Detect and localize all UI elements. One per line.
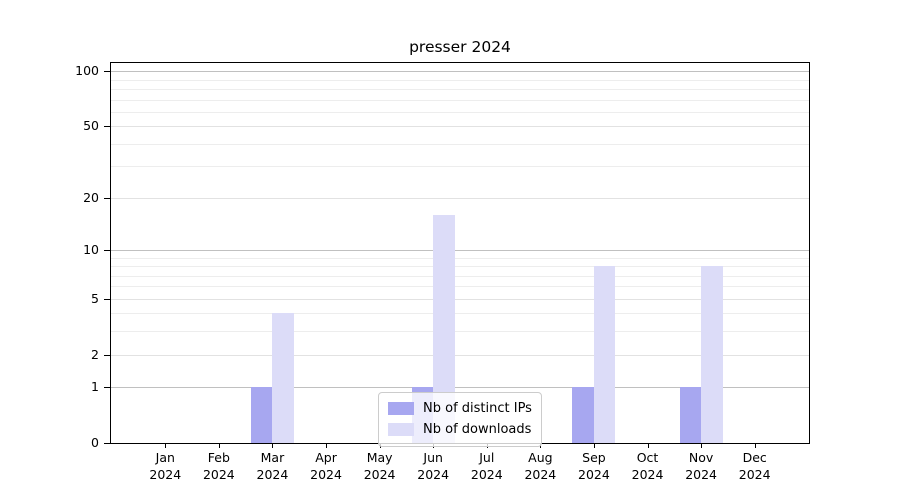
gridline-major: [111, 249, 809, 251]
y-tick-label: 20: [83, 189, 99, 205]
gridline-minor: [111, 286, 809, 288]
x-tick-mark: [218, 443, 220, 448]
y-tick-mark: [104, 249, 110, 251]
x-tick-label: Aug 2024: [524, 450, 557, 482]
y-tick-mark: [104, 443, 110, 444]
x-tick-label: Jun 2024: [417, 450, 450, 482]
gridline: [111, 197, 809, 199]
y-tick-mark: [104, 126, 110, 128]
y-tick-label: 1: [91, 379, 99, 395]
x-tick-label: Feb 2024: [202, 450, 235, 482]
legend-swatch-distinct-ips: [388, 402, 414, 415]
bar-nb-of-downloads-mar: [272, 313, 294, 443]
x-tick-label: Dec 2024: [738, 450, 771, 482]
x-tick-label: Mar 2024: [256, 450, 289, 482]
legend-item-distinct-ips: Nb of distinct IPs: [388, 398, 532, 419]
gridline-minor: [111, 257, 809, 259]
gridline-minor: [111, 166, 809, 168]
gridline-major: [111, 387, 809, 389]
y-tick-label: 2: [91, 346, 99, 362]
bar-nb-of-downloads-jun: [433, 215, 455, 443]
gridline-minor: [111, 313, 809, 315]
y-tick-mark: [104, 71, 110, 73]
y-tick-label: 50: [83, 118, 99, 134]
x-tick-label: Sep 2024: [578, 450, 610, 482]
gridline-minor: [111, 143, 809, 145]
legend-item-downloads: Nb of downloads: [388, 419, 532, 440]
gridline: [111, 298, 809, 300]
gridline-minor: [111, 111, 809, 113]
x-tick-mark: [272, 443, 274, 448]
gridline-minor: [111, 266, 809, 268]
x-tick-label: Apr 2024: [310, 450, 342, 482]
legend-swatch-downloads: [388, 423, 414, 436]
bar-nb-of-downloads-sep: [593, 266, 616, 443]
y-tick-label: 100: [75, 63, 99, 79]
x-tick-label: Nov 2024: [685, 450, 718, 482]
x-tick-label: Jan 2024: [149, 450, 182, 482]
gridline-major: [111, 71, 809, 73]
bar-nb-of-distinct-ips-sep: [572, 387, 594, 443]
x-tick-mark: [165, 443, 167, 448]
bar-nb-of-distinct-ips-mar: [250, 387, 273, 443]
x-tick-mark: [754, 443, 756, 448]
y-tick-label: 0: [91, 435, 99, 450]
y-tick-mark: [104, 387, 110, 389]
gridline-minor: [111, 275, 809, 277]
x-tick-label: May 2024: [363, 450, 396, 482]
y-tick-label: 10: [83, 241, 99, 257]
gridline-minor: [111, 331, 809, 333]
gridline-minor: [111, 99, 809, 101]
y-tick-mark: [104, 197, 110, 199]
x-tick-mark: [326, 443, 328, 448]
x-tick-label: Jul 2024: [470, 450, 503, 482]
bar-nb-of-distinct-ips-nov: [679, 387, 702, 443]
legend-label-downloads: Nb of downloads: [423, 422, 532, 437]
y-tick-mark: [104, 354, 110, 356]
legend: Nb of distinct IPs Nb of downloads: [378, 392, 542, 447]
gridline: [111, 354, 809, 356]
gridline: [111, 126, 809, 128]
gridline-minor: [111, 79, 809, 81]
y-tick-mark: [104, 298, 110, 300]
x-tick-label: Oct 2024: [631, 450, 664, 482]
legend-label-distinct-ips: Nb of distinct IPs: [423, 401, 532, 416]
x-tick-mark: [701, 443, 703, 448]
x-tick-mark: [647, 443, 649, 448]
x-tick-mark: [593, 443, 595, 448]
gridline-minor: [111, 89, 809, 91]
plot-area: [110, 62, 810, 444]
chart-title: presser 2024: [409, 38, 511, 56]
y-tick-label: 5: [91, 290, 99, 306]
bar-nb-of-downloads-nov: [701, 266, 723, 443]
